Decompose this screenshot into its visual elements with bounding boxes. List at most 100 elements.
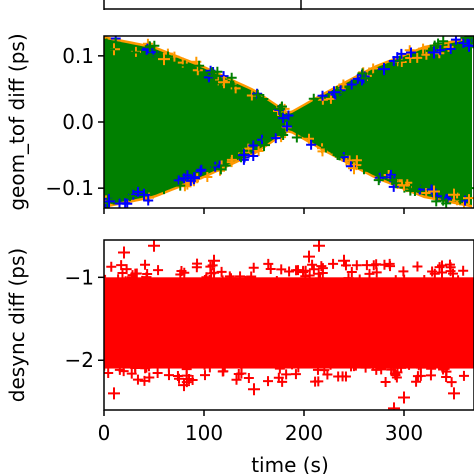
point-marker <box>179 173 190 184</box>
point-marker <box>411 376 422 387</box>
y-tick-label: −1 <box>65 265 94 289</box>
point-marker <box>385 261 396 272</box>
lower-panel: −1 −2 0 100 200 300 desync diff (ps) time (s… <box>5 239 474 474</box>
y-tick-label: 0.0 <box>62 110 94 134</box>
point-marker <box>419 275 430 286</box>
lower-x-ticks: 0 100 200 300 <box>98 410 423 445</box>
point-marker <box>163 362 174 373</box>
point-marker <box>445 43 456 54</box>
point-marker <box>380 377 391 388</box>
point-marker <box>108 387 120 400</box>
point-marker <box>110 37 121 48</box>
point-marker <box>202 172 213 183</box>
point-marker <box>361 260 372 271</box>
point-marker <box>453 275 464 286</box>
point-marker <box>174 373 185 384</box>
point-marker <box>218 76 230 89</box>
point-marker <box>207 160 218 171</box>
point-marker <box>265 263 276 274</box>
point-marker <box>277 376 288 387</box>
point-marker <box>448 387 460 400</box>
point-marker <box>434 262 445 273</box>
upper-panel: −0.1 0.0 0.1 geom_tof diff (ps) <box>5 33 474 214</box>
point-marker <box>361 161 372 172</box>
point-marker <box>438 56 450 69</box>
point-marker <box>290 369 301 380</box>
point-marker <box>313 240 325 252</box>
point-marker <box>236 361 247 372</box>
point-marker <box>118 246 130 259</box>
point-marker <box>208 69 220 82</box>
point-marker <box>317 90 328 101</box>
point-marker <box>104 203 111 208</box>
point-marker <box>310 376 321 387</box>
point-marker <box>312 364 323 375</box>
point-marker <box>438 195 449 206</box>
point-marker <box>463 182 474 195</box>
y-tick-label: −2 <box>65 348 94 372</box>
point-marker <box>458 265 469 276</box>
point-marker <box>425 370 436 381</box>
point-marker <box>455 194 466 205</box>
x-tick-label: 200 <box>285 421 323 445</box>
point-marker <box>148 240 160 252</box>
point-marker <box>138 188 150 201</box>
point-marker <box>224 271 235 282</box>
point-marker <box>348 361 359 372</box>
point-marker <box>458 370 469 381</box>
point-marker <box>194 60 205 71</box>
point-marker <box>405 185 416 196</box>
point-marker <box>322 369 333 380</box>
point-marker <box>276 101 287 112</box>
point-marker <box>140 363 151 374</box>
point-marker <box>291 265 302 276</box>
point-marker <box>338 254 350 267</box>
point-marker <box>191 262 202 273</box>
point-marker <box>204 362 215 373</box>
point-marker <box>238 149 250 162</box>
lower-y-axis-label: desync diff (ps) <box>5 248 29 402</box>
point-marker <box>406 47 417 58</box>
y-tick-label: −0.1 <box>45 176 94 200</box>
point-marker <box>379 259 390 270</box>
y-tick-label: 0.1 <box>62 44 94 68</box>
point-marker <box>243 373 254 384</box>
point-marker <box>435 45 446 56</box>
point-marker <box>404 359 415 370</box>
point-marker <box>386 364 397 375</box>
point-marker <box>218 366 229 377</box>
lower-axes-frame <box>103 239 474 411</box>
point-marker <box>391 178 402 189</box>
x-tick-label: 100 <box>185 421 223 445</box>
point-marker <box>252 89 263 100</box>
point-marker <box>235 271 246 282</box>
point-marker <box>413 360 424 371</box>
point-marker <box>113 274 124 285</box>
point-marker <box>351 260 362 271</box>
point-marker <box>412 261 423 272</box>
point-marker <box>104 368 114 379</box>
lower-plot-area <box>104 240 474 410</box>
point-marker <box>438 36 449 47</box>
point-marker <box>446 377 457 388</box>
point-marker <box>351 155 362 166</box>
desync-band <box>104 277 474 369</box>
point-marker <box>278 129 289 140</box>
top-axes-remnant <box>103 0 474 10</box>
point-marker <box>270 133 281 144</box>
point-marker <box>216 266 227 277</box>
point-marker <box>153 265 164 276</box>
point-marker <box>354 274 365 285</box>
point-marker <box>281 369 292 380</box>
point-marker <box>429 268 440 279</box>
point-marker <box>248 140 259 151</box>
point-marker <box>394 55 405 66</box>
point-marker <box>104 195 115 208</box>
point-marker <box>248 383 260 396</box>
point-marker <box>208 254 220 267</box>
point-marker <box>415 370 426 381</box>
point-marker <box>418 43 429 54</box>
point-marker <box>364 268 375 279</box>
point-marker <box>258 139 270 152</box>
